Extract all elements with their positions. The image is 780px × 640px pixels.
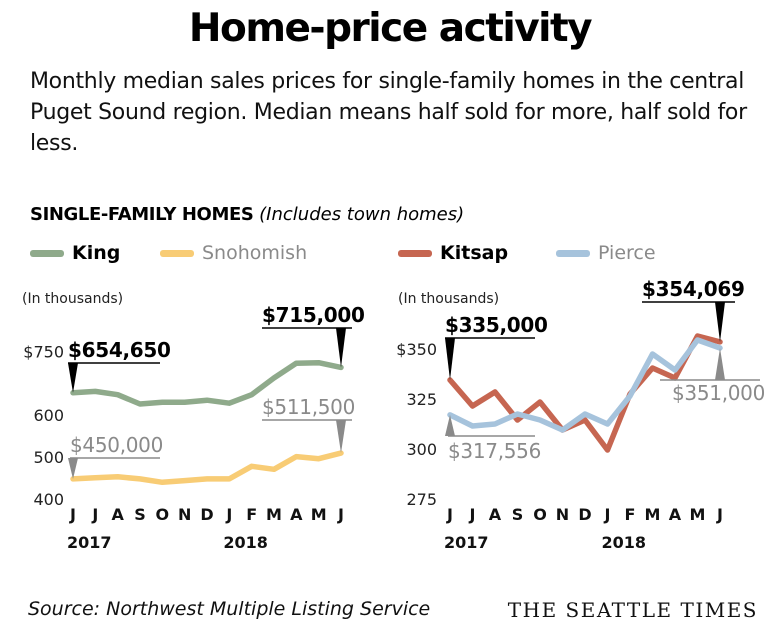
series-line-snohomish	[70, 450, 344, 486]
x-tick-label: M	[690, 505, 706, 524]
x-tick-label: S	[134, 505, 146, 524]
legend-item-pierce: Pierce	[556, 240, 656, 266]
y-unit-label: (In thousands)	[398, 291, 499, 307]
y-tick-label: 600	[33, 406, 64, 425]
annotation-pointer	[68, 363, 78, 393]
legend-label-pierce: Pierce	[598, 242, 656, 264]
annotation-pointer	[68, 458, 78, 479]
annotation-label: $351,000	[672, 381, 765, 405]
annotation-pointer	[715, 348, 725, 380]
x-tick-label: M	[645, 505, 661, 524]
y-tick-label: 275	[406, 490, 437, 509]
series-line-kitsap	[447, 333, 723, 453]
source-note: Source: Northwest Multiple Listing Servi…	[28, 598, 431, 620]
legend-swatch-king	[30, 249, 64, 257]
x-tick-label: A	[290, 505, 303, 524]
annotation-label: $715,000	[262, 303, 365, 327]
annotation-label: $450,000	[70, 433, 163, 457]
series-line-pierce	[447, 337, 723, 433]
x-year-label: 2018	[223, 533, 268, 552]
y-tick-label: 400	[33, 490, 64, 509]
x-tick-label: O	[533, 505, 547, 524]
y-tick-label: $350	[396, 340, 437, 359]
annotation-label: $654,650	[68, 338, 171, 362]
chart-title: Home-price activity	[188, 6, 593, 51]
annotation-label: $511,500	[262, 395, 355, 419]
annotation-pointer	[445, 338, 455, 380]
x-tick-label: A	[669, 505, 682, 524]
annotation-label: $354,069	[642, 277, 745, 301]
annotation-pointer	[445, 414, 455, 436]
y-tick-label: 325	[406, 390, 437, 409]
annotation-pointer	[336, 328, 346, 368]
x-tick-label: A	[111, 505, 124, 524]
x-tick-label: J	[337, 505, 344, 524]
annotation-label: $317,556	[448, 439, 541, 463]
annotation-label: $335,000	[445, 313, 548, 337]
x-tick-label: J	[604, 505, 611, 524]
x-tick-label: F	[246, 505, 257, 524]
x-tick-label: J	[469, 505, 476, 524]
y-tick-label: 500	[33, 448, 64, 467]
publisher-logo: THE SEATTLE TIMES	[507, 598, 758, 622]
x-tick-label: A	[489, 505, 502, 524]
legend-swatch-snohomish	[160, 249, 194, 257]
x-tick-label: J	[91, 505, 98, 524]
chart-subtitle: Monthly median sales prices for single-f…	[30, 69, 747, 156]
x-tick-label: D	[578, 505, 591, 524]
x-tick-label: F	[625, 505, 636, 524]
x-tick-label: J	[69, 505, 76, 524]
x-year-label: 2018	[602, 533, 647, 552]
x-tick-label: O	[156, 505, 170, 524]
x-tick-label: S	[512, 505, 524, 524]
x-tick-label: D	[200, 505, 213, 524]
legend-item-kitsap: Kitsap	[398, 240, 508, 266]
y-tick-label: $750	[23, 343, 64, 362]
x-tick-label: J	[716, 505, 723, 524]
section-title: SINGLE-FAMILY HOMES	[30, 204, 254, 225]
legend-swatch-kitsap	[398, 249, 432, 257]
section-heading: SINGLE-FAMILY HOMES (Includes town homes…	[30, 204, 464, 225]
legend-label-snohomish: Snohomish	[202, 242, 308, 264]
x-tick-label: N	[178, 505, 191, 524]
annotation-pointer	[715, 302, 725, 342]
x-tick-label: N	[556, 505, 569, 524]
x-tick-label: M	[266, 505, 282, 524]
x-year-label: 2017	[444, 533, 489, 552]
legend-label-king: King	[72, 242, 121, 264]
section-note: (Includes town homes)	[259, 204, 465, 225]
legend-item-king: King	[30, 240, 120, 266]
series-line-king	[70, 359, 344, 407]
x-tick-label: J	[225, 505, 232, 524]
legend-item-snohomish: Snohomish	[160, 240, 307, 266]
x-year-label: 2017	[67, 533, 112, 552]
y-tick-label: 300	[406, 440, 437, 459]
legend-swatch-pierce	[556, 249, 590, 257]
annotation-pointer	[336, 420, 346, 454]
x-tick-label: M	[311, 505, 327, 524]
y-unit-label: (In thousands)	[22, 291, 123, 307]
x-tick-label: J	[446, 505, 453, 524]
legend-label-kitsap: Kitsap	[440, 242, 509, 264]
